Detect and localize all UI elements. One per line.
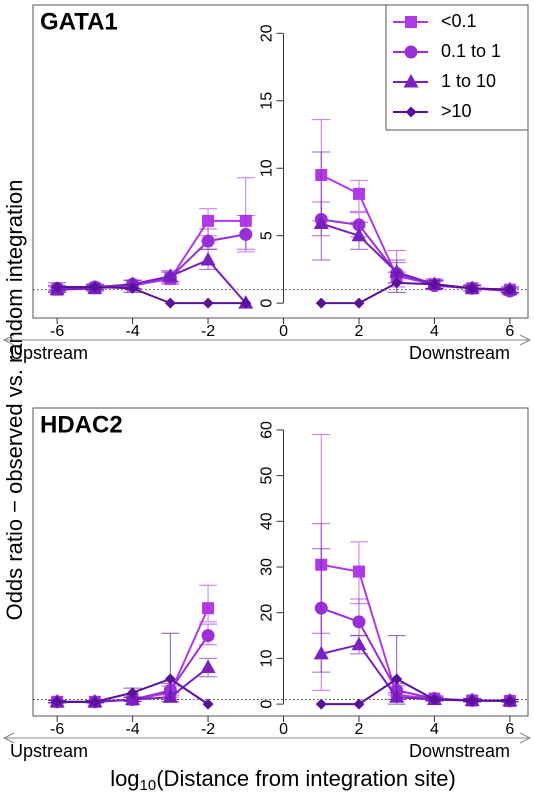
data-point [315,297,327,309]
x-label-part: log [110,766,139,791]
data-point [351,636,367,651]
y-tick-label: 10 [259,159,276,177]
data-point [428,278,440,290]
x-tick-label: -2 [201,721,215,738]
error-bar [387,635,406,705]
data-point [51,696,63,708]
panel-title: HDAC2 [40,411,123,438]
data-point [315,698,327,710]
data-point [428,694,440,706]
x-tick-label: -6 [50,323,64,340]
data-point [201,234,215,248]
data-point [127,282,139,294]
annotation: Downstream [409,343,510,363]
y-tick-label: 5 [259,231,276,240]
data-point [89,281,101,293]
plot-frame [32,4,529,319]
x-tick-label: 6 [505,323,514,340]
data-point [352,615,366,629]
data-point [125,691,141,706]
arrow-head [519,334,532,346]
arrow-head [2,334,15,346]
x-tick-label: 0 [279,323,288,340]
x-tick-label: -4 [125,721,139,738]
data-point [202,214,215,227]
x-tick-label: 2 [355,323,364,340]
data-point [389,264,405,278]
data-point [352,565,365,578]
x-tick-label: 4 [430,721,439,738]
legend-label: >10 [441,101,472,121]
y-axis-label: Odds ratio − observed vs. random integra… [2,180,27,621]
data-point [51,281,63,293]
y-tick-label: 15 [259,92,276,110]
y-tick-label: 20 [259,24,276,42]
data-point [391,277,403,289]
y-tick-label: 50 [259,467,276,485]
legend-label: <0.1 [441,11,477,31]
x-tick-label: 6 [505,721,514,738]
x-label-subscript: 10 [140,777,157,794]
data-point [504,695,516,707]
data-point [351,227,367,242]
annotation: Upstream [10,741,88,761]
error-bar [312,151,331,261]
data-point [202,602,215,615]
data-point [239,227,253,241]
data-point [352,187,365,200]
data-point [313,215,329,230]
x-tick-label: 4 [430,323,439,340]
y-tick-label: 0 [259,299,276,308]
x-tick-label: -2 [201,323,215,340]
x-tick-label: -4 [125,323,139,340]
y-tick-label: 10 [259,649,276,667]
error-bar [161,632,180,703]
legend-marker [405,16,417,28]
y-tick-label: 20 [259,604,276,622]
data-point [200,659,216,674]
data-point [164,673,176,685]
legend-marker [404,45,418,59]
data-point [240,297,252,309]
data-point [466,694,478,706]
legend-label: 1 to 10 [441,71,496,91]
data-point [162,268,178,282]
data-point [202,698,214,710]
legend-marker [403,74,419,88]
y-tick-label: 40 [259,512,276,530]
data-point [466,282,478,294]
x-tick-label: 2 [355,721,364,738]
annotation: Downstream [409,741,510,761]
data-point [202,297,214,309]
y-tick-label: 0 [259,700,276,709]
annotation: Upstream [10,343,88,363]
y-tick-label: 30 [259,558,276,576]
data-point [353,698,365,710]
data-point [200,251,216,266]
panel-title: GATA1 [40,8,118,35]
data-point [313,645,329,660]
x-tick-label: 0 [279,721,288,738]
data-point [89,696,101,708]
x-axis-label: log10(Distance from integration site) [110,766,456,794]
arrow-head [2,732,15,744]
data-point [164,297,176,309]
data-point [504,284,516,296]
series-line [57,281,510,305]
legend-label: 0.1 to 1 [441,41,501,61]
data-point [127,687,139,699]
x-tick-label: -6 [50,721,64,738]
data-point [391,673,403,685]
data-point [201,629,215,643]
plot-frame [32,407,529,717]
legend-marker [405,106,417,118]
data-point [353,297,365,309]
x-label-part: (Distance from integration site) [156,766,456,791]
arrow-head [519,732,532,744]
y-tick-label: 60 [259,421,276,439]
